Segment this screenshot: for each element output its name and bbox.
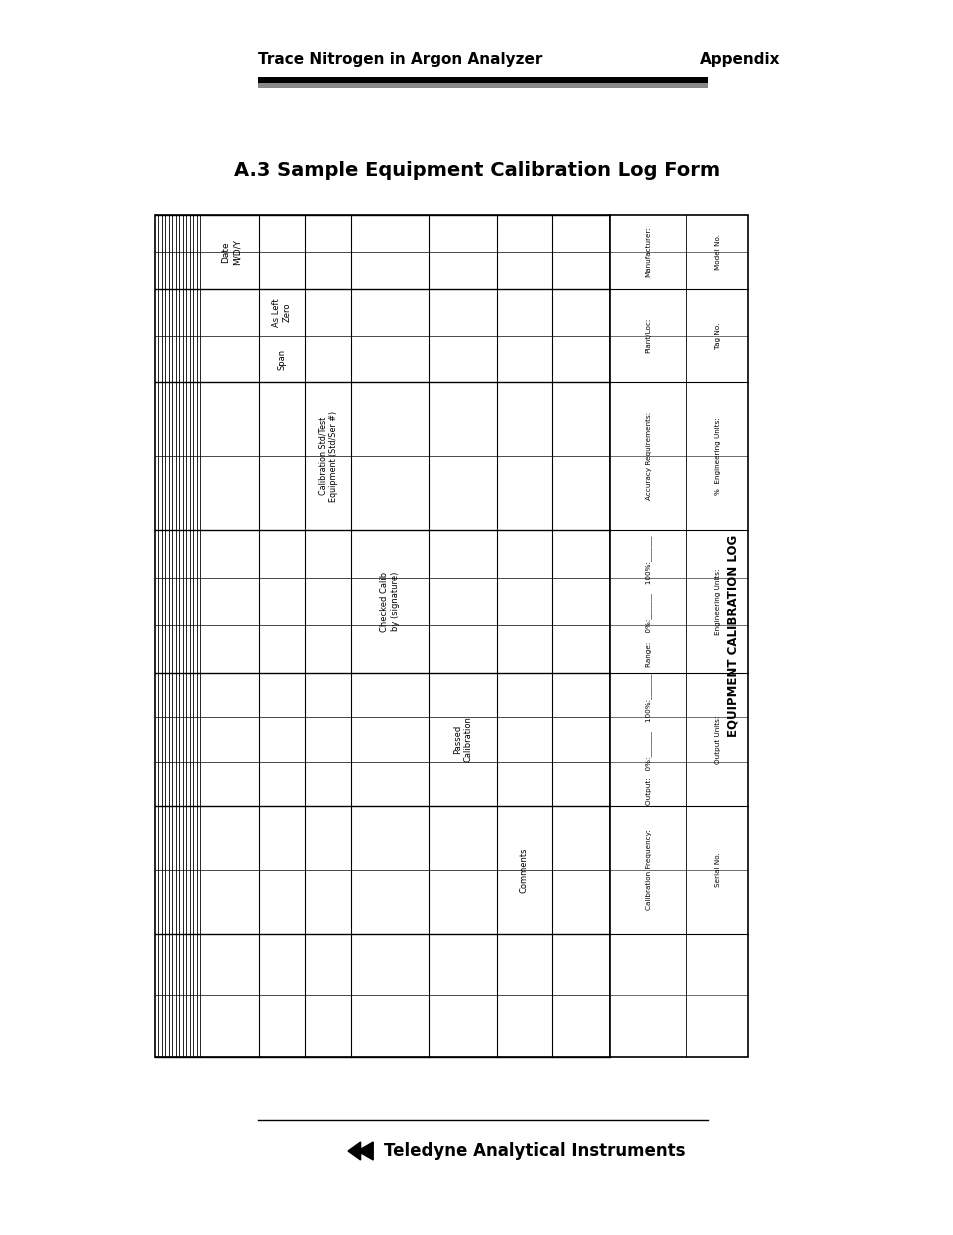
Text: As Left
Zero: As Left Zero (272, 298, 292, 326)
Text: Output Units:: Output Units: (714, 715, 720, 763)
Text: Model No.: Model No. (714, 233, 720, 270)
Text: Tag No.: Tag No. (714, 322, 720, 348)
Text: Accuracy Requirements:: Accuracy Requirements: (645, 412, 651, 500)
Text: Calibration Frequency:: Calibration Frequency: (645, 830, 651, 910)
Bar (154, 215, 609, 1057)
Text: Passed
Calibration: Passed Calibration (453, 716, 472, 762)
Text: Date
M/D/Y: Date M/D/Y (221, 238, 241, 266)
Text: Calibration Std/Test
Equipment (Std/Ser #): Calibration Std/Test Equipment (Std/Ser … (318, 411, 337, 501)
Text: EQUIPMENT CALIBRATION LOG: EQUIPMENT CALIBRATION LOG (726, 535, 739, 737)
Text: Appendix: Appendix (700, 52, 780, 67)
Text: Output:   0%:_______    100%:_______: Output: 0%:_______ 100%:_______ (644, 673, 651, 805)
Text: Checked Calib
by (signature): Checked Calib by (signature) (380, 572, 399, 631)
Text: Comments: Comments (519, 847, 529, 893)
Text: Teledyne Analytical Instruments: Teledyne Analytical Instruments (384, 1142, 685, 1160)
Text: Span: Span (277, 348, 286, 369)
Text: %  Engineering Units:: % Engineering Units: (714, 417, 720, 495)
Text: Plant/Loc:: Plant/Loc: (645, 317, 651, 353)
Bar (257, 77, 707, 84)
Bar (609, 215, 747, 1057)
Text: Engineering Units:: Engineering Units: (714, 568, 720, 635)
Polygon shape (348, 1142, 373, 1160)
Text: A.3 Sample Equipment Calibration Log Form: A.3 Sample Equipment Calibration Log For… (233, 161, 720, 179)
Text: Range:    0%:_______    100%:_______: Range: 0%:_______ 100%:_______ (644, 536, 651, 667)
Text: Manufacturer:: Manufacturer: (645, 226, 651, 278)
Bar (257, 83, 707, 88)
Text: Serial No.: Serial No. (714, 852, 720, 887)
Text: Trace Nitrogen in Argon Analyzer: Trace Nitrogen in Argon Analyzer (257, 52, 542, 67)
